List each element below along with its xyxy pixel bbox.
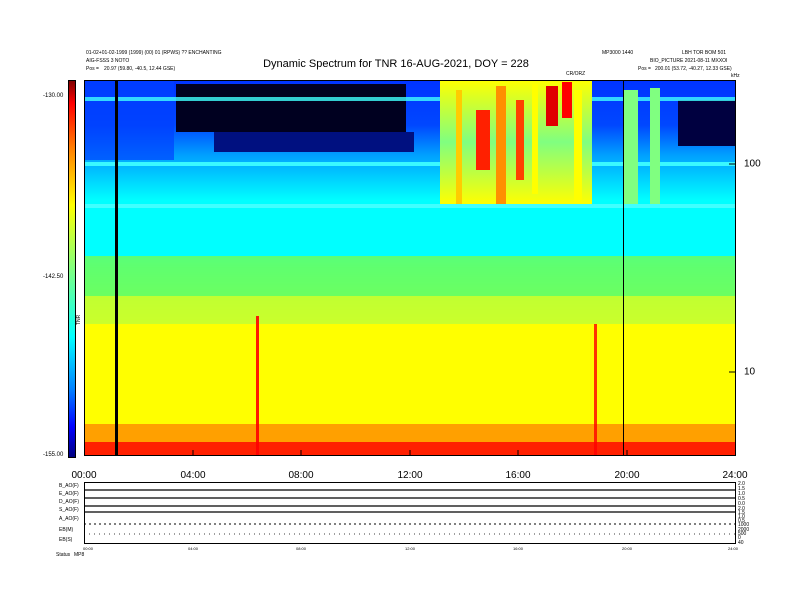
status-x-tick-6: 24:00	[727, 546, 739, 551]
activity-streak-1	[456, 90, 462, 204]
status-footer-value: MP8	[74, 552, 85, 558]
blue-band-top	[84, 80, 174, 160]
upper-dark-region-3	[678, 100, 736, 146]
status-scale-11: 500	[738, 531, 747, 537]
colorbar-axis-label: TNR	[76, 314, 82, 325]
activity-streak-5	[532, 84, 538, 194]
x-tick-label-0000: 00:00	[71, 470, 97, 481]
status-label-4: A_AO(F)	[59, 516, 79, 522]
status-x-tick-1: 04:00	[187, 546, 199, 551]
status-x-tick-4: 16:00	[512, 546, 524, 551]
noise-band-lightgreen	[84, 296, 736, 324]
activity-streak-8	[574, 90, 582, 204]
x-tick-label-2400: 24:00	[722, 470, 748, 481]
header-left-line2: AIG-FSSS 3 NOTO	[86, 58, 130, 64]
status-panel	[84, 482, 736, 544]
x-tick-label-2000: 20:00	[614, 470, 640, 481]
burst-red-2	[594, 324, 597, 456]
chart-title: Dynamic Spectrum for TNR 16-AUG-2021, DO…	[263, 58, 529, 70]
header-left-pos-value: 20.97 (59.80, -40.5, 12.44 GSE)	[104, 66, 176, 72]
upper-dark-region-1	[176, 84, 406, 132]
activity-streak-3	[496, 86, 506, 204]
activity-streak-9	[624, 90, 638, 204]
status-scale-4: 0.0	[738, 501, 745, 507]
activity-streak-6	[546, 86, 558, 126]
header-left-pos-label: Pos =	[86, 66, 99, 72]
status-scale-1: 1.5	[738, 486, 745, 492]
status-footer-label: Status	[56, 552, 71, 558]
colorbar	[68, 80, 76, 458]
y-tick-label-10: 10	[744, 366, 756, 378]
data-gap-bar	[115, 80, 118, 456]
status-scale-13: 40	[738, 540, 744, 546]
colorbar-tick-bottom: -155.00	[43, 452, 64, 458]
x-tick-label-0400: 04:00	[180, 470, 206, 481]
x-tick-label-1600: 16:00	[505, 470, 531, 481]
status-label-5: EB(M)	[59, 527, 74, 533]
floor-orange	[84, 424, 736, 444]
status-label-1: E_AO(F)	[59, 491, 79, 497]
noise-band-green	[84, 256, 736, 296]
status-scale-2: 1.0	[738, 491, 745, 497]
status-scale-6: 1.5	[738, 510, 745, 516]
status-scale-5: 2.0	[738, 506, 745, 512]
status-scale-10: 2000	[738, 527, 750, 533]
status-label-2: D_AO(F)	[59, 499, 79, 505]
header-right-line1b: LBH TOR BOM 501	[682, 50, 726, 56]
activity-streak-10	[650, 88, 660, 204]
header-right-line2: BIO_PICTURE 2021-08-11 MXXOI	[650, 58, 728, 64]
cyan-line-upper	[84, 97, 736, 101]
activity-streak-7	[562, 82, 572, 118]
status-panel-frame	[84, 482, 736, 544]
x-tick-label-0800: 08:00	[288, 470, 314, 481]
y-tick-label-100: 100	[744, 158, 761, 170]
header-right-line1a: MP3000 1440	[602, 50, 634, 56]
noise-band-cyan	[84, 208, 736, 256]
status-x-tick-5: 20:00	[621, 546, 633, 551]
header-left-line1: 01-02+01-02-1999 (1999) (00) 01 (RPWS) ?…	[86, 50, 222, 56]
cyan-line-lower	[84, 162, 736, 166]
spectrogram	[84, 80, 736, 456]
status-scale-9: 1000	[738, 522, 750, 528]
x-tick-label-1200: 12:00	[397, 470, 423, 481]
status-label-3: S_AO(F)	[59, 507, 79, 513]
noise-band-yellow	[84, 324, 736, 424]
status-scale-7: 1.0	[738, 514, 745, 520]
activity-streak-2	[476, 110, 490, 170]
status-label-6: EB(S)	[59, 537, 73, 543]
data-gap-line	[623, 80, 624, 456]
status-x-tick-2: 08:00	[295, 546, 307, 551]
status-label-0: B_AO(F)	[59, 483, 79, 489]
activity-streak-4	[516, 100, 524, 180]
floor-red	[84, 442, 736, 456]
status-x-tick-0: 00:00	[82, 546, 94, 551]
cyan-line-threshold	[84, 204, 736, 208]
status-scale-3: 0.5	[738, 496, 745, 502]
status-x-tick-3: 12:00	[404, 546, 416, 551]
status-scale-0: 2.0	[738, 481, 745, 487]
header-right-pos-label: Pos =	[638, 66, 651, 72]
status-scale-8: 0.5	[738, 518, 745, 524]
upper-dark-region-2	[214, 132, 414, 152]
header-right-unit: kHz	[731, 73, 740, 79]
colorbar-tick-top: -130.00	[43, 93, 64, 99]
header-right-pos-value: 200.01 (53.72, -40.27, 12.33 GSE)	[655, 66, 732, 72]
header-center-small: CR/ORZ	[566, 71, 586, 77]
colorbar-tick-mid: -142.50	[43, 274, 64, 280]
burst-red-1	[256, 316, 259, 456]
status-scale-12: 0	[738, 535, 741, 541]
